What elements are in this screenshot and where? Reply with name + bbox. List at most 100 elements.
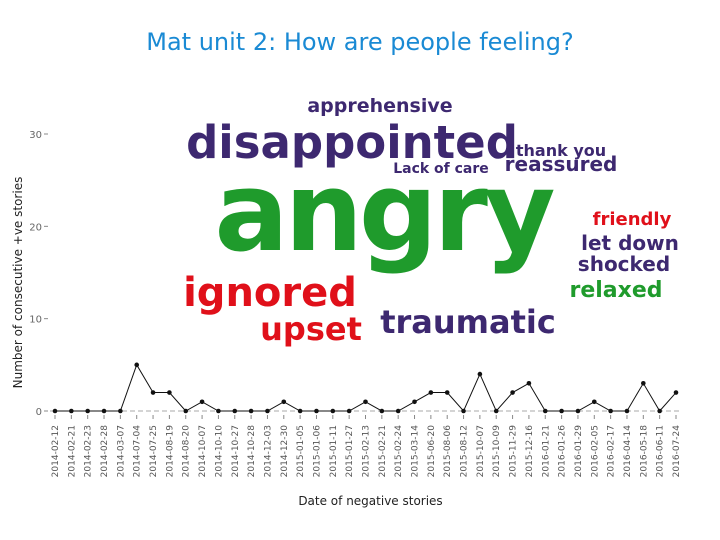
x-tick-label: 2015-11-29 (509, 425, 519, 478)
x-tick-label: 2014-07-25 (149, 425, 159, 477)
x-tick-label: 2014-10-07 (198, 425, 208, 477)
y-tick-label: 10 (29, 315, 42, 326)
data-point (330, 408, 336, 414)
x-tick-label: 2016-02-05 (590, 425, 600, 477)
x-tick-label: 2016-04-14 (623, 425, 633, 478)
data-point (608, 408, 613, 414)
word-friendly: friendly (593, 209, 672, 230)
x-tick-label: 2015-08-06 (443, 425, 453, 478)
slide-title: Mat unit 2: How are people feeling? (146, 28, 574, 56)
x-tick-label: 2015-02-24 (394, 425, 404, 478)
x-tick-label: 2014-02-12 (51, 425, 61, 477)
data-point (314, 408, 319, 414)
x-axis-label: Date of negative stories (298, 494, 442, 508)
x-tick-label: 2016-06-11 (656, 425, 666, 477)
x-tick-label: 2014-08-19 (165, 425, 175, 478)
data-point (363, 399, 368, 405)
data-point (52, 408, 58, 414)
x-tick-label: 2015-01-11 (329, 425, 339, 477)
x-tick-label: 2014-10-27 (231, 425, 241, 477)
data-point (428, 390, 434, 395)
x-tick-label: 2016-02-17 (607, 425, 617, 477)
x-tick-label: 2014-02-23 (84, 425, 94, 477)
x-tick-label: 2016-01-21 (541, 425, 551, 477)
word-thank-you: thank you (516, 141, 606, 160)
data-point (101, 408, 107, 414)
x-tick-label: 2016-01-26 (558, 425, 568, 478)
data-point (526, 381, 532, 386)
x-tick-label: 2015-08-12 (460, 425, 470, 477)
x-tick-label: 2016-05-18 (639, 425, 649, 478)
word-let-down: let down (581, 231, 679, 255)
x-tick-label: 2015-02-13 (362, 425, 372, 477)
y-tick-label: 20 (29, 222, 42, 233)
data-point (444, 390, 450, 395)
y-axis-label: Number of consecutive +ve stories (11, 177, 25, 389)
x-tick-label: 2014-12-03 (263, 425, 273, 477)
x-tick-label: 2015-01-06 (312, 425, 322, 478)
word-lack-of-care: Lack of care (393, 161, 489, 177)
data-point (641, 381, 646, 386)
data-point (248, 408, 254, 414)
series-line (55, 363, 677, 412)
data-point (232, 408, 238, 414)
data-point (134, 362, 140, 368)
data-point (85, 408, 90, 414)
x-tick-label: 2015-02-21 (378, 425, 388, 477)
x-tick-label: 2014-07-04 (133, 425, 143, 478)
x-tick-label: 2015-10-07 (476, 425, 486, 477)
x-tick-label: 2015-01-05 (296, 425, 306, 477)
x-tick-label: 2015-03-14 (411, 425, 421, 478)
x-tick-label: 2015-10-09 (492, 425, 502, 478)
data-point (673, 390, 679, 395)
x-tick-label: 2014-03-07 (116, 425, 126, 477)
data-point (591, 399, 597, 405)
data-point (183, 408, 189, 414)
data-point (477, 371, 483, 377)
word-relaxed: relaxed (569, 278, 662, 303)
data-point (395, 408, 401, 414)
data-point (657, 408, 662, 414)
word-angry: angry (214, 148, 554, 276)
x-tick-label: 2016-01-29 (574, 425, 584, 478)
data-point (624, 408, 630, 414)
data-point (265, 408, 270, 414)
data-point (167, 390, 172, 395)
x-tick-label: 2015-01-27 (345, 425, 355, 477)
data-point (510, 390, 515, 395)
x-tick-label: 2016-07-24 (672, 425, 682, 478)
x-tick-label: 2014-02-28 (100, 425, 110, 478)
word-upset: upset (260, 310, 362, 348)
x-tick-label: 2014-12-30 (280, 425, 290, 478)
data-point (559, 408, 564, 414)
x-tick-label: 2014-02-21 (67, 425, 77, 477)
data-point (575, 408, 581, 414)
x-tick-label: 2015-12-16 (525, 425, 535, 478)
chart-axes: 0 10 20 30 Number of consecutive +ve stories… (11, 130, 682, 508)
data-point (199, 399, 205, 405)
y-tick-label: 30 (29, 130, 42, 141)
data-point (216, 408, 221, 414)
x-tick-label: 2014-10-10 (214, 425, 224, 478)
data-point (379, 408, 385, 414)
x-tick-label: 2014-10-28 (247, 425, 257, 478)
data-point (281, 399, 287, 405)
data-point (412, 399, 417, 405)
word-apprehensive: apprehensive (307, 95, 452, 117)
word-reassured: reassured (505, 152, 618, 176)
word-shocked: shocked (578, 252, 670, 276)
data-point (150, 390, 156, 395)
word-disappointed: disappointed (186, 116, 518, 169)
data-point (542, 408, 548, 414)
chart-series (52, 362, 679, 414)
data-point (118, 408, 123, 414)
data-point (297, 408, 303, 414)
word-ignored: ignored (183, 270, 357, 316)
y-tick-label: 0 (36, 407, 42, 418)
x-tick-label: 2014-08-20 (182, 425, 192, 478)
data-point (493, 408, 499, 414)
data-point (461, 408, 466, 414)
data-point (346, 408, 352, 414)
